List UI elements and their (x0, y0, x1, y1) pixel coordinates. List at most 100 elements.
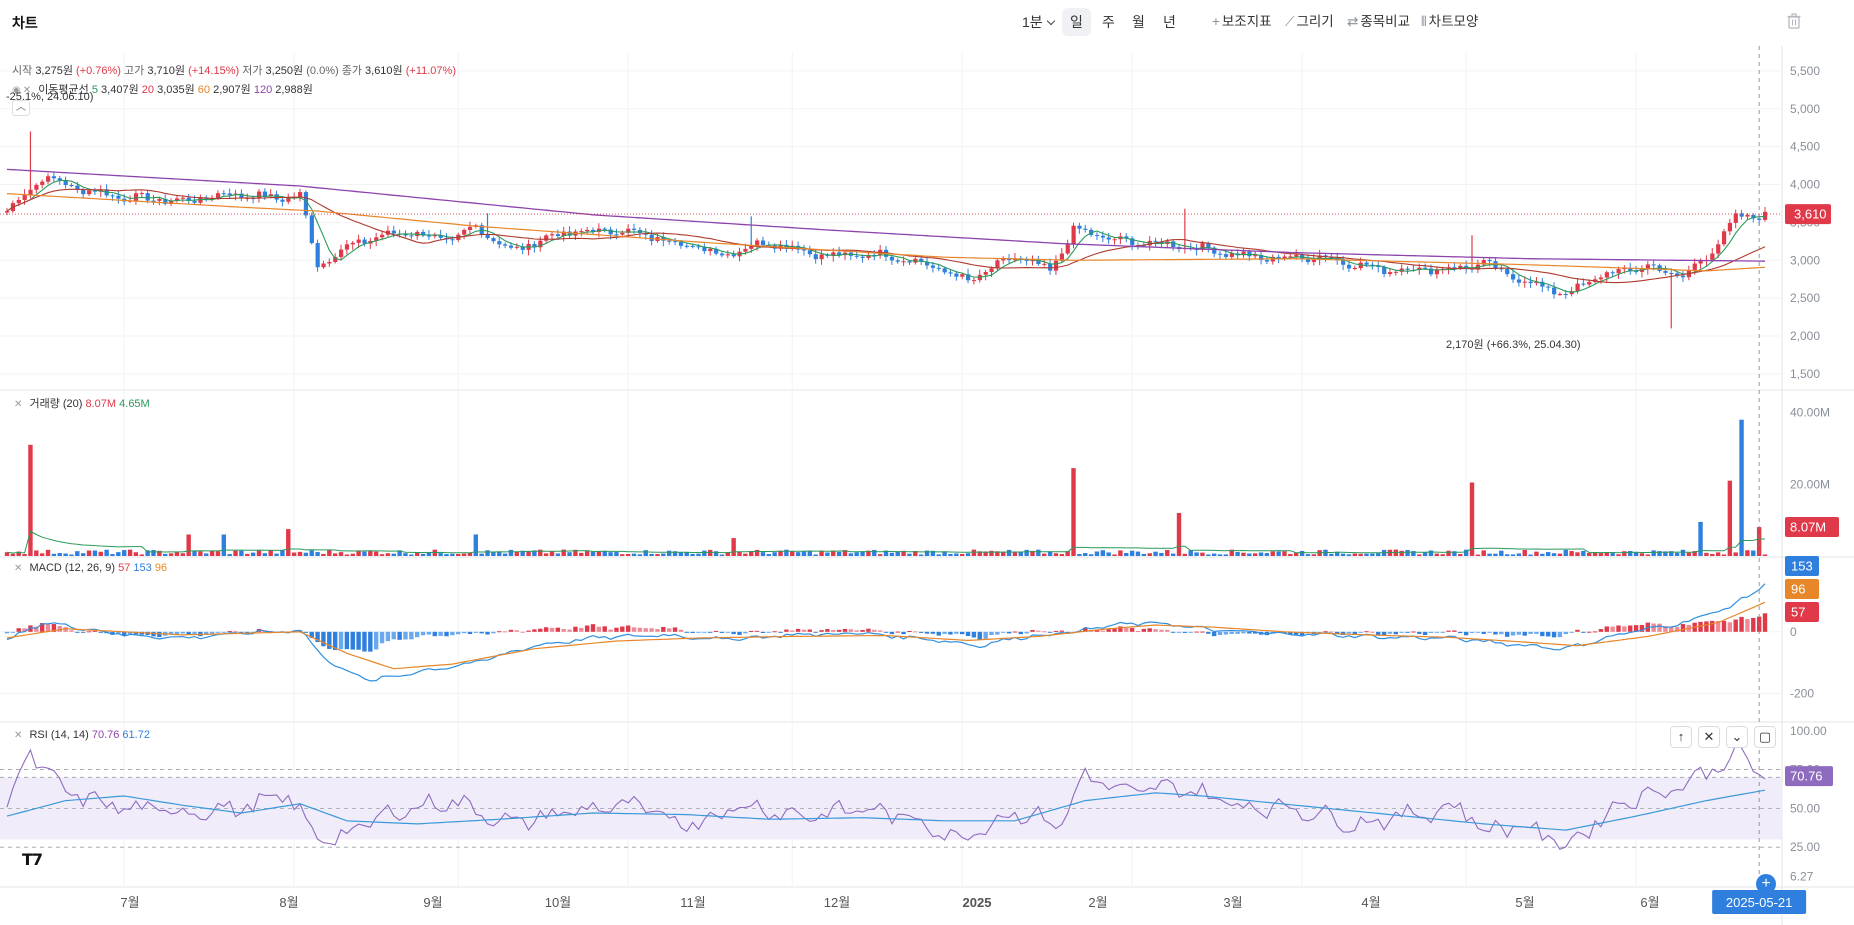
volume-bar (954, 553, 959, 556)
price-candle-body (989, 268, 994, 273)
high-label: 고가 (124, 65, 145, 77)
volume-bar (151, 549, 156, 556)
volume-bar (1376, 553, 1381, 556)
macd-hist-bar (327, 631, 332, 649)
price-candle-body (1200, 243, 1205, 250)
price-candle-body (221, 193, 227, 195)
compare-button[interactable]: ⇄ 종목비교 (1347, 8, 1410, 36)
macd-hist-bar (954, 631, 959, 634)
volume-bar (1083, 553, 1088, 556)
pane-move-up-button[interactable]: ↑ (1670, 726, 1692, 748)
price-candle-body (1710, 253, 1715, 260)
macd-hist-bar (192, 631, 197, 634)
rsi-signal-value: 61.72 (122, 729, 150, 741)
draw-button[interactable]: ⟋ 그리기 (1285, 8, 1334, 36)
macd-hist-bar (655, 629, 660, 632)
volume-bar (1598, 553, 1604, 556)
macd-hist-bar (708, 631, 713, 633)
macd-hist-bar (1252, 631, 1258, 634)
price-candle-body (1036, 260, 1041, 264)
price-candle-body (1130, 238, 1135, 246)
volume-bar (332, 553, 338, 556)
macd-badge-label: 96 (1791, 582, 1805, 597)
price-candle-body (1751, 214, 1756, 219)
price-candle-body (1247, 251, 1252, 257)
price-candle-body (239, 193, 244, 199)
period-tab-day[interactable]: 일 (1062, 8, 1091, 36)
period-tab-month[interactable]: 월 (1132, 14, 1145, 30)
macd-hist-bar (702, 631, 707, 633)
macd-hist-bar (1370, 631, 1375, 633)
macd-hist-bar (1639, 625, 1645, 632)
macd-hist-bar (315, 631, 320, 643)
maximize-icon: ▢ (1758, 729, 1772, 744)
price-candle-body (1024, 259, 1029, 261)
trash-icon[interactable] (1786, 13, 1802, 29)
eye-icon[interactable]: ◉ (12, 85, 21, 96)
price-candle-body (538, 240, 543, 248)
volume-bar (215, 551, 221, 556)
macd-hist-bar (110, 631, 115, 635)
volume-bar (485, 550, 490, 556)
macd-hist-bar (391, 631, 396, 640)
volume-bar (725, 552, 730, 556)
price-candle-body (374, 237, 379, 241)
close-icon[interactable]: ✕ (14, 399, 23, 410)
close-icon[interactable]: ✕ (14, 563, 23, 574)
macd-hist-bar (514, 630, 520, 632)
close-icon[interactable]: ✕ (22, 85, 32, 96)
price-candle-body (760, 240, 766, 246)
stock-chart[interactable]: 5,5005,0004,5004,0003,5003,0002,5002,000… (0, 46, 1854, 925)
volume-bar (1364, 553, 1369, 556)
price-candle-body (467, 226, 473, 230)
price-candle-body (561, 231, 566, 237)
volume-bar (749, 550, 754, 556)
time-tick-label: 4월 (1361, 895, 1380, 910)
zoom-in-button[interactable]: + (1756, 874, 1776, 894)
period-tab-week[interactable]: 주 (1102, 14, 1115, 30)
price-candle-body (139, 193, 144, 195)
time-axis: 7월 8월 9월 10월 11월 12월 2025 2월 3월 4월 5월 6월 (120, 895, 1659, 910)
price-candle-body (1487, 260, 1492, 262)
volume-bar (883, 550, 889, 556)
price-candle-body (1294, 254, 1299, 257)
price-candle-body (743, 248, 748, 252)
macd-hist-bar (1042, 631, 1047, 633)
price-candle-body (133, 193, 139, 201)
indicator-button[interactable]: + 보조지표 (1212, 8, 1272, 36)
volume-bar (1118, 550, 1123, 556)
macd-hist-bar (1030, 630, 1035, 632)
close-value: 3,610원 (365, 65, 403, 77)
volume-bar (924, 550, 930, 556)
macd-hist-bar (98, 631, 103, 633)
close-icon[interactable]: ✕ (14, 730, 23, 741)
macd-hist-bar (977, 631, 982, 640)
pane-close-button[interactable]: ✕ (1698, 726, 1720, 748)
macd-hist-bar (204, 631, 209, 635)
collapse-legend-button[interactable]: ︿ (12, 100, 30, 116)
macd-hist-bar (549, 627, 555, 632)
volume-bar (1282, 551, 1287, 556)
macd-hist-bar (1018, 631, 1023, 635)
macd-hist-bar (737, 631, 742, 635)
price-candle-body (92, 190, 98, 192)
volume-bar (280, 549, 285, 556)
macd-hist-bar (1710, 620, 1715, 632)
macd-hist-bar (1194, 631, 1199, 633)
macd-hist-bar (1657, 623, 1662, 632)
price-candle-body (1587, 281, 1592, 285)
volume-bar (256, 550, 262, 556)
period-tab-year[interactable]: 년 (1163, 14, 1176, 30)
macd-hist-bar (1651, 623, 1656, 632)
price-candle-body (34, 184, 39, 190)
compare-icon: ⇄ (1347, 14, 1359, 29)
price-candle-body (344, 244, 350, 250)
time-tick-label: 7월 (120, 895, 139, 910)
pane-collapse-button[interactable]: ⌄ (1726, 726, 1748, 748)
macd-hist-bar (1182, 631, 1188, 633)
pane-maximize-button[interactable]: ▢ (1754, 726, 1776, 748)
macd-hist-bar (1065, 631, 1070, 633)
interval-dropdown[interactable]: 1분 (1014, 8, 1062, 36)
chart-type-button[interactable]: ⫴ 차트모양 (1421, 8, 1478, 36)
